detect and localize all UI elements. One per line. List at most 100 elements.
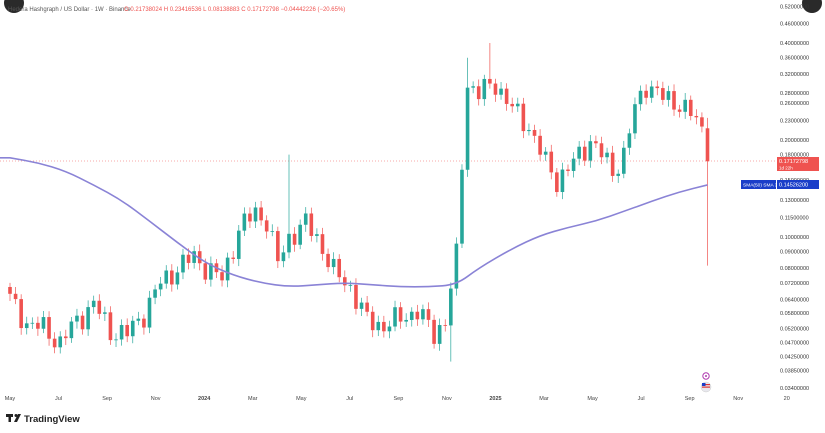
candle: [337, 254, 342, 283]
candle: [571, 152, 576, 178]
candle: [86, 300, 90, 336]
candle: [555, 167, 559, 197]
candle: [504, 83, 509, 111]
candle: [683, 93, 687, 119]
candle: [80, 311, 85, 335]
candle: [599, 136, 604, 165]
candle: [348, 280, 353, 292]
sma-value: 0.14526200: [779, 183, 808, 189]
candle: [382, 315, 386, 338]
price-tick-label: 0.32000000: [780, 72, 809, 78]
candle: [359, 297, 364, 316]
price-axis[interactable]: 0.52000000 0.46000000 0.40000000 0.36000000…: [780, 4, 809, 391]
candle: [147, 290, 152, 334]
sma-name-label: SMA(50) SMA 3: [743, 183, 778, 189]
candle-countdown: 1d 22h: [779, 166, 793, 171]
candle: [91, 295, 96, 314]
candle: [672, 84, 676, 116]
corner-button-left[interactable]: [4, 0, 24, 13]
time-tick-label: Nov: [151, 396, 161, 402]
tradingview-logo-icon[interactable]: [6, 414, 21, 422]
candle: [315, 228, 319, 243]
time-axis[interactable]: May Jul Sep Nov 2024 Mar May Jul Sep Nov 2025 Mar Ma…: [5, 396, 790, 402]
price-tick-label: 0.18000000: [780, 153, 809, 159]
price-tick-label: 0.26000000: [780, 101, 809, 107]
time-tick-label: Jul: [638, 396, 645, 402]
time-tick-label: 20: [784, 396, 790, 402]
candle: [103, 306, 107, 321]
candle: [248, 207, 252, 229]
candle: [331, 252, 336, 275]
candle: [437, 318, 442, 351]
candle: [287, 154, 291, 259]
candle: [655, 80, 660, 96]
time-tick-label: Jul: [346, 396, 353, 402]
candle: [326, 248, 330, 273]
candles-layer: [8, 43, 710, 362]
bell-icon[interactable]: [702, 372, 710, 380]
candle: [633, 97, 637, 139]
candle: [320, 227, 325, 261]
candle: [694, 109, 699, 125]
candle: [376, 315, 381, 337]
candle: [644, 84, 648, 105]
price-tick-label: 0.04250000: [780, 355, 809, 361]
candle: [454, 237, 459, 296]
candle: [582, 140, 587, 166]
candle: [415, 304, 420, 326]
candle: [142, 314, 146, 335]
candle: [471, 81, 475, 94]
candle: [577, 141, 581, 166]
corner-button-right[interactable]: [802, 0, 822, 13]
candle: [253, 201, 258, 229]
price-tick-label: 0.52000000: [780, 4, 809, 10]
price-tick-label: 0.10000000: [780, 235, 809, 241]
candle: [69, 316, 74, 343]
candle: [515, 97, 520, 112]
time-tick-label: Jul: [55, 396, 62, 402]
price-tick-label: 0.03850000: [780, 368, 809, 374]
candle: [499, 82, 503, 100]
candle: [58, 331, 63, 354]
candle: [409, 307, 414, 327]
candle: [13, 287, 18, 305]
time-tick-label: Nov: [442, 396, 452, 402]
tradingview-logo-text: TradingView: [24, 414, 80, 425]
candle: [560, 162, 565, 200]
candle: [627, 128, 632, 155]
candle: [527, 123, 531, 136]
chart-symbol-title: Hedera Hashgraph / US Dollar · 1W · Bina…: [8, 7, 131, 13]
candle: [700, 112, 704, 133]
last-price-value: 0.17172798: [779, 159, 808, 165]
candle: [192, 245, 196, 269]
candle: [616, 169, 621, 183]
price-tick-label: 0.20000000: [780, 138, 809, 144]
candle: [270, 224, 275, 237]
candle: [164, 265, 169, 289]
candle: [566, 164, 570, 177]
price-tick-label: 0.11500000: [780, 215, 809, 221]
candle: [119, 319, 124, 346]
candle: [175, 266, 180, 290]
candle: [365, 295, 369, 317]
candle: [292, 227, 297, 252]
price-tick-label: 0.40000000: [780, 41, 809, 47]
candle: [158, 276, 163, 297]
price-tick-label: 0.13000000: [780, 198, 809, 204]
sma-line: [0, 157, 708, 288]
candle: [476, 79, 481, 106]
candle: [622, 140, 626, 179]
candle: [532, 124, 537, 143]
time-tick-label: Sep: [685, 396, 695, 402]
sma-value-label-bg: [777, 180, 819, 189]
candle: [114, 333, 118, 347]
price-tick-label: 0.04700000: [780, 340, 809, 346]
price-tick-label: 0.07200000: [780, 281, 809, 287]
candle: [41, 311, 46, 334]
candle: [543, 147, 548, 161]
price-tick-label: 0.46000000: [780, 21, 809, 27]
time-tick-label: 2025: [489, 396, 501, 402]
candle: [677, 104, 682, 118]
flag-icon[interactable]: [700, 381, 712, 393]
